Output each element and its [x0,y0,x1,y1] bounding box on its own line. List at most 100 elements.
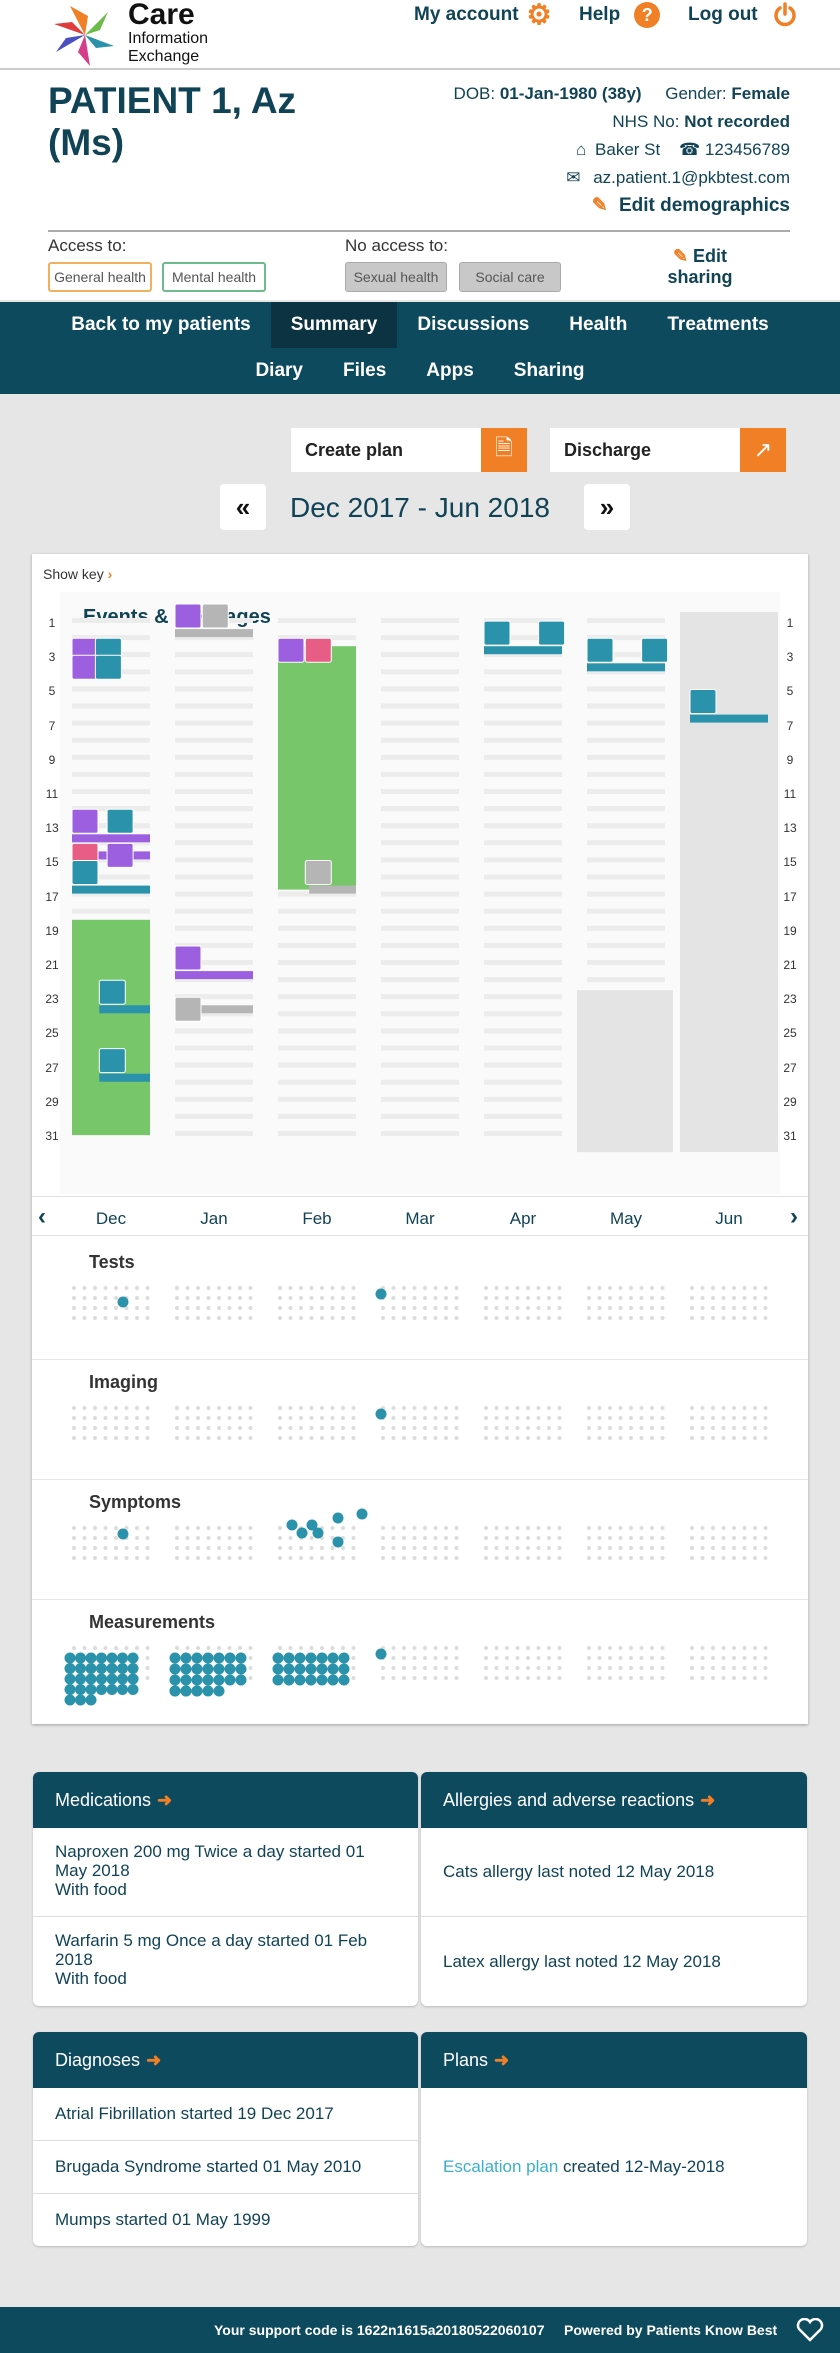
empty-dot [206,1406,211,1410]
medications-header[interactable]: Medications ➜ [33,1772,418,1828]
logout-link[interactable]: Log out [688,0,798,30]
nav-summary[interactable]: Summary [270,302,398,348]
empty-dot [484,1666,488,1670]
day-row [484,669,562,675]
escalation-plan-link[interactable]: Escalation plan [443,2157,559,2176]
empty-dot [381,1316,385,1320]
edit-sharing-link[interactable]: ✎ Edit sharing [650,246,750,288]
empty-dot [547,1646,551,1650]
allergy-item: Latex allergy last noted 12 May 2018 [443,1951,721,1971]
measurement-dot [180,1652,192,1664]
empty-dot [341,1306,345,1310]
empty-dot [505,1536,509,1540]
empty-dot [597,1666,602,1670]
empty-dot [547,1316,551,1320]
empty-dot [391,1656,396,1660]
my-account-link[interactable]: My account ⚙ [414,0,552,30]
empty-dot [433,1426,438,1430]
day-label: 11 [45,787,59,801]
admission-block [278,646,356,890]
help-link[interactable]: Help ? [579,0,661,30]
previous-period-button[interactable]: « [220,484,266,530]
empty-dot [732,1546,736,1550]
allergies-title: Allergies and adverse reactions [443,1789,695,1810]
empty-dot [423,1546,427,1550]
tests-section: Tests [32,1240,808,1360]
medication-item: Warfarin 5 mg Once a day started 01 Feb … [33,1917,418,2006]
day-row [381,1011,459,1017]
empty-dot [557,1416,562,1420]
day-label: 27 [45,1060,59,1075]
empty-dot [248,1536,253,1540]
empty-dot [660,1526,665,1530]
diagnoses-header[interactable]: Diagnoses ➜ [33,2032,418,2088]
empty-dot [536,1316,541,1320]
empty-dot [660,1406,665,1410]
empty-dot [547,1286,551,1290]
empty-dot [145,1426,150,1430]
empty-dot [135,1406,139,1410]
appointment-event-icon [689,689,717,714]
empty-dot [72,1406,76,1410]
empty-dot [278,1406,282,1410]
date-navigation: « Dec 2017 - Jun 2018 » [0,484,840,534]
day-row [381,737,459,743]
empty-dot [742,1436,747,1440]
empty-dot [391,1526,396,1530]
nav-diary[interactable]: Diary [255,360,303,381]
empty-dot [288,1416,293,1420]
day-label: 23 [45,992,59,1007]
nav-health[interactable]: Health [569,314,628,335]
empty-dot [597,1676,602,1680]
empty-dot [238,1646,242,1650]
nav-apps[interactable]: Apps [426,360,474,381]
empty-dot [93,1416,97,1420]
empty-dot [412,1556,417,1560]
empty-dot [557,1546,562,1550]
chevron-right-icon[interactable]: › [790,1203,798,1230]
day-row [175,874,253,880]
allergies-header[interactable]: Allergies and adverse reactions ➜ [421,1772,807,1828]
day-row [72,737,150,743]
empty-dot [330,1646,335,1650]
empty-dot [288,1306,293,1310]
empty-dot [629,1316,633,1320]
discharge-button[interactable]: Discharge ↗ [550,428,786,472]
empty-dot [639,1436,644,1440]
empty-dot [587,1296,591,1300]
empty-dot [278,1526,282,1530]
measurement-dot [117,1652,128,1664]
empty-dot [206,1426,211,1430]
empty-dot [608,1666,612,1670]
empty-dot [639,1406,644,1410]
empty-dot [278,1426,282,1430]
empty-dot [763,1656,768,1660]
measurement-dot [213,1652,225,1664]
day-row [484,874,562,880]
empty-dot [135,1416,139,1420]
empty-dot [536,1666,541,1670]
nav-discussions[interactable]: Discussions [417,314,530,335]
email-value[interactable]: az.patient.1@pkbtest.com [593,168,790,187]
plans-header[interactable]: Plans ➜ [421,2032,807,2088]
day-row [587,840,665,846]
edit-demographics-link[interactable]: ✎ Edit demographics [454,192,790,220]
empty-dot [444,1546,448,1550]
next-period-button[interactable]: » [584,484,630,530]
nav-files[interactable]: Files [342,360,387,381]
nav-sharing[interactable]: Sharing [513,360,585,381]
chevron-left-icon[interactable]: ‹ [38,1203,46,1230]
care-information-exchange-logo[interactable] [50,2,120,68]
nav-treatments[interactable]: Treatments [667,314,769,335]
data-dots [64,1286,768,1706]
empty-dot [629,1296,633,1300]
show-key-link[interactable]: Show key › [43,566,112,582]
empty-dot [175,1416,179,1420]
create-plan-button[interactable]: Create plan 🗎 [291,428,527,472]
timeline-panel: Show key › Events & messages 11335577991… [32,554,808,1724]
empty-dot [742,1666,747,1670]
measurement-dot [75,1673,86,1685]
empty-dot [515,1436,520,1440]
nav-back-to-my-patients[interactable]: Back to my patients [71,314,251,335]
measurement-dot [191,1674,203,1686]
